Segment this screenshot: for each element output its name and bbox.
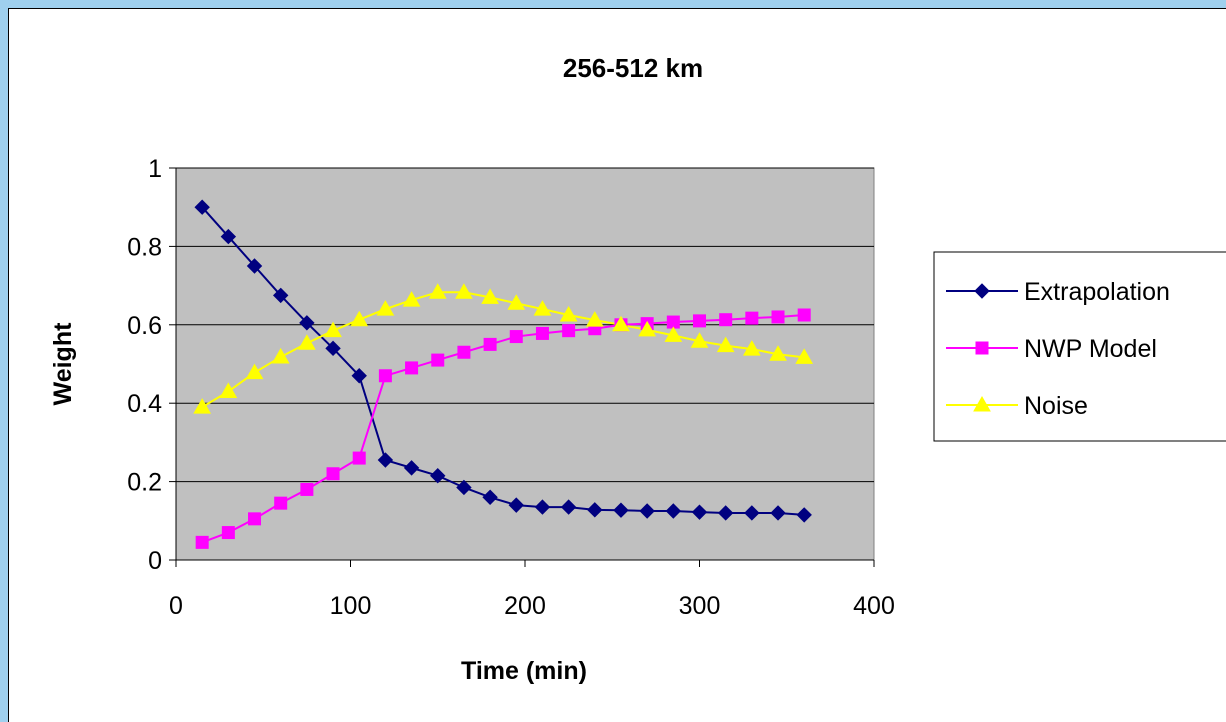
data-point-extrapolation bbox=[351, 368, 367, 384]
data-point-nwp-model bbox=[248, 512, 262, 526]
data-point-extrapolation bbox=[770, 505, 786, 521]
data-point-noise bbox=[795, 348, 814, 364]
data-point-noise bbox=[585, 311, 604, 327]
data-point-noise bbox=[245, 363, 264, 380]
data-point-noise bbox=[769, 345, 787, 361]
y-tick-label: 0.8 bbox=[127, 233, 162, 261]
data-point-noise bbox=[742, 340, 761, 356]
data-point-noise bbox=[559, 305, 578, 322]
legend-label-nwp-model: NWP Model bbox=[1024, 335, 1157, 363]
data-point-extrapolation bbox=[299, 315, 315, 331]
series-markers bbox=[193, 199, 814, 549]
legend-marker-noise bbox=[973, 395, 991, 412]
legend-marker-nwp-model bbox=[975, 341, 989, 355]
data-point-noise bbox=[428, 283, 447, 299]
data-point-noise bbox=[690, 332, 709, 348]
data-point-nwp-model bbox=[483, 337, 497, 351]
data-point-extrapolation bbox=[482, 489, 498, 505]
y-tick-label: 1 bbox=[148, 155, 162, 183]
data-point-nwp-model bbox=[431, 353, 445, 367]
data-point-extrapolation bbox=[430, 468, 446, 484]
chart-title: 256-512 km bbox=[563, 53, 703, 83]
data-point-noise bbox=[507, 294, 526, 310]
tick-labels: 0 0.2 0.4 0.6 0.8 1 0 100 200 300 400 bbox=[127, 155, 895, 620]
data-point-extrapolation bbox=[796, 507, 812, 523]
data-point-extrapolation bbox=[717, 505, 734, 521]
data-point-noise bbox=[402, 291, 421, 307]
x-tick-label: 400 bbox=[853, 592, 895, 620]
y-tick-label: 0.6 bbox=[127, 312, 162, 340]
data-point-extrapolation bbox=[220, 228, 237, 245]
data-point-nwp-model bbox=[562, 324, 576, 338]
y-tick-label: 0 bbox=[148, 547, 162, 575]
gridlines bbox=[176, 167, 874, 483]
data-point-extrapolation bbox=[456, 479, 472, 496]
x-tick-label: 100 bbox=[330, 592, 372, 620]
data-point-nwp-model bbox=[457, 345, 471, 359]
data-point-noise bbox=[324, 321, 342, 338]
data-point-nwp-model bbox=[378, 369, 392, 383]
data-point-nwp-model bbox=[352, 451, 366, 465]
data-point-noise bbox=[219, 382, 238, 398]
plot-area bbox=[175, 167, 875, 561]
line-chart: 256-512 km 0 0.2 0.4 0.6 0.8 1 0 100 200 300 400 T… bbox=[49, 53, 1226, 685]
data-point-noise bbox=[716, 336, 735, 353]
data-point-noise bbox=[298, 334, 316, 350]
legend-marker-extrapolation bbox=[974, 283, 990, 299]
data-point-extrapolation bbox=[194, 199, 210, 215]
data-point-noise bbox=[193, 398, 212, 414]
data-point-noise bbox=[481, 288, 499, 304]
legend-label-extrapolation: Extrapolation bbox=[1024, 278, 1170, 306]
data-point-nwp-model bbox=[719, 313, 733, 327]
data-point-nwp-model bbox=[693, 314, 706, 328]
data-point-noise bbox=[350, 310, 369, 327]
data-point-extrapolation bbox=[744, 505, 760, 521]
legend: Extrapolation NWP Model Noise bbox=[933, 251, 1226, 442]
data-point-extrapolation bbox=[639, 503, 655, 519]
data-point-nwp-model bbox=[797, 308, 811, 322]
legend-label-noise: Noise bbox=[1024, 392, 1088, 420]
data-point-extrapolation bbox=[613, 502, 629, 518]
data-point-noise bbox=[533, 300, 552, 316]
data-point-nwp-model bbox=[195, 535, 209, 549]
data-point-extrapolation bbox=[508, 497, 524, 513]
axes bbox=[169, 167, 875, 567]
x-tick-label: 0 bbox=[169, 592, 183, 620]
y-tick-label: 0.2 bbox=[127, 469, 162, 497]
data-point-nwp-model bbox=[300, 482, 314, 496]
data-point-extrapolation bbox=[665, 503, 682, 519]
data-point-noise bbox=[271, 347, 290, 364]
data-point-nwp-model bbox=[509, 330, 523, 344]
y-axis-title: Weight bbox=[49, 322, 77, 406]
data-point-noise bbox=[376, 300, 395, 316]
data-point-extrapolation bbox=[691, 504, 708, 520]
data-point-extrapolation bbox=[377, 452, 394, 468]
data-point-nwp-model bbox=[666, 315, 680, 329]
data-point-extrapolation bbox=[534, 499, 551, 515]
data-point-nwp-model bbox=[326, 467, 340, 481]
x-tick-label: 200 bbox=[504, 592, 546, 620]
y-tick-label: 0.4 bbox=[127, 390, 162, 418]
data-point-nwp-model bbox=[771, 310, 785, 324]
data-point-nwp-model bbox=[745, 311, 759, 325]
data-point-nwp-model bbox=[274, 496, 288, 510]
data-point-nwp-model bbox=[221, 526, 235, 540]
data-point-noise bbox=[612, 315, 630, 332]
data-point-extrapolation bbox=[587, 502, 603, 518]
data-point-extrapolation bbox=[246, 258, 263, 274]
x-tick-label: 300 bbox=[679, 592, 721, 620]
data-point-noise bbox=[455, 283, 473, 299]
data-point-extrapolation bbox=[272, 287, 289, 304]
data-point-nwp-model bbox=[405, 361, 419, 375]
data-point-nwp-model bbox=[535, 326, 549, 340]
data-point-extrapolation bbox=[403, 460, 420, 476]
data-point-extrapolation bbox=[325, 340, 341, 357]
data-point-noise bbox=[638, 320, 657, 337]
data-point-noise bbox=[664, 326, 683, 342]
chart-frame: 256-512 km 0 0.2 0.4 0.6 0.8 1 0 100 200 300 400 T… bbox=[8, 8, 1226, 722]
data-point-extrapolation bbox=[560, 499, 577, 515]
x-axis-title: Time (min) bbox=[461, 657, 587, 685]
